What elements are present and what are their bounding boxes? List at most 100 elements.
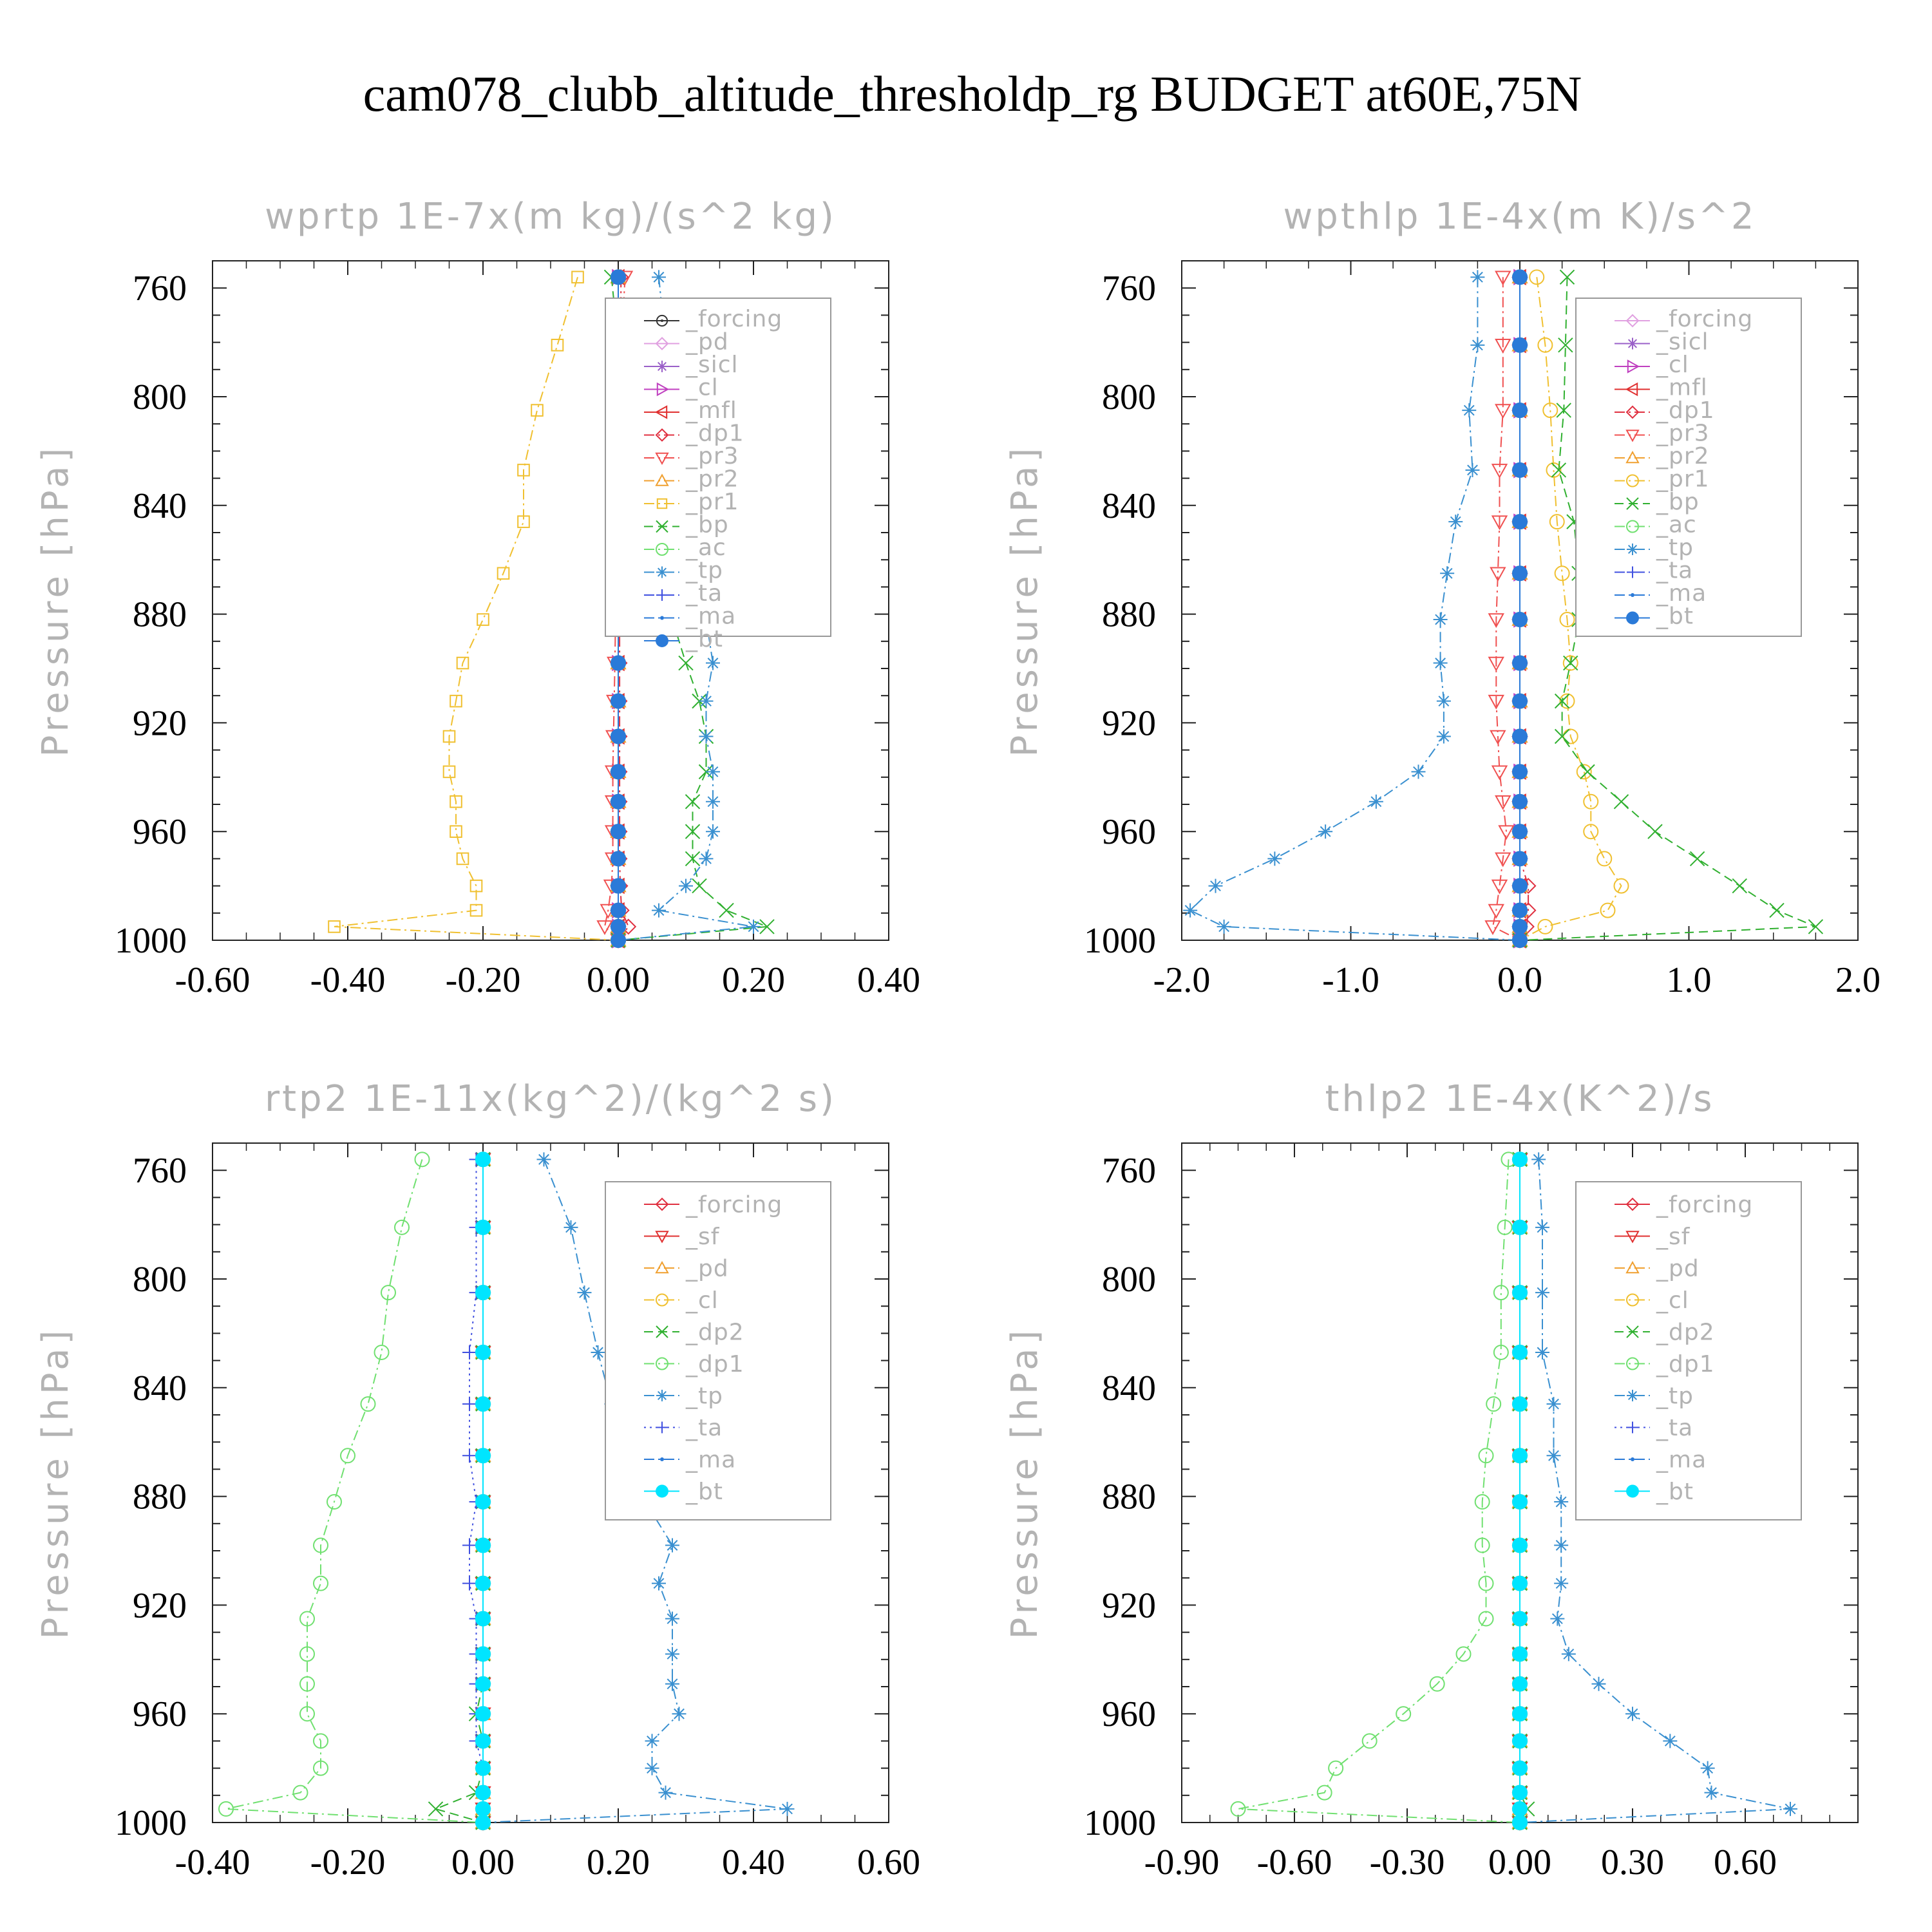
data-point [450,694,462,708]
data-point [610,824,627,840]
data-point [462,1345,477,1359]
data-point [477,613,489,626]
data-point [706,764,720,779]
data-point [610,918,627,934]
legend-marker [656,1421,668,1434]
y-tick-label: 880 [133,1477,187,1517]
legend-label: _tp [1656,1383,1694,1410]
data-point [1491,879,1508,895]
data-point [1511,851,1528,867]
data-point [450,795,462,808]
data-point [475,1706,491,1722]
data-point [1511,1785,1528,1801]
legend-label: _tp [685,1383,723,1410]
legend-marker [1631,593,1634,597]
data-point [1783,1801,1797,1816]
x-tick-label: 0.40 [722,1842,785,1882]
data-point [1316,1785,1332,1801]
data-point [645,1734,659,1748]
data-point [1478,1575,1494,1591]
data-point [1495,339,1511,354]
data-point [746,919,761,934]
data-point [1478,1611,1494,1627]
legend-label: _pr1 [685,489,739,515]
legend-marker [655,1260,669,1274]
legend-marker [656,1293,668,1307]
series-line [1519,277,1622,941]
data-point [1535,1220,1549,1235]
data-point [1462,403,1477,418]
data-point [442,765,456,779]
data-point [1429,1676,1445,1692]
data-point [442,730,456,743]
data-point [665,1611,679,1626]
legend-label: _sicl [1656,329,1709,355]
legend-marker [1625,382,1638,397]
data-point [475,1396,491,1412]
data-point [610,878,627,894]
data-point [381,1285,396,1301]
data-point [360,1396,376,1412]
data-point [1535,1345,1549,1359]
data-point [1559,612,1575,628]
data-point [1511,1801,1528,1817]
data-point [1559,269,1575,285]
data-point [497,567,510,580]
data-point [394,1219,410,1235]
data-point [678,655,694,671]
data-point [1495,795,1511,810]
data-point [1411,764,1426,779]
y-tick-label: 800 [1102,377,1156,417]
data-point [328,920,341,933]
data-point [327,1494,342,1510]
legend-label: _sf [685,1224,720,1250]
legend-marker [656,589,668,601]
y-tick-label: 920 [133,1586,187,1625]
y-tick-label: 1000 [1084,921,1156,961]
data-point [1554,693,1570,709]
data-point [1511,1396,1528,1412]
data-point [1491,515,1508,531]
y-tick-label: 960 [1102,1694,1156,1734]
x-tick-label: 0.40 [857,960,920,1000]
data-point [1511,1448,1528,1464]
data-point [1537,337,1553,353]
data-point [517,464,530,477]
legend-label: _bt [1656,1479,1694,1505]
legend-label: _ma [685,603,736,630]
data-point [374,1344,390,1360]
x-tick-label: -0.40 [310,960,386,1000]
data-point [299,1706,315,1722]
legend-marker [1625,405,1640,419]
legend-label: _ta [685,580,723,607]
data-point [1217,919,1231,934]
legend-marker [1627,544,1638,555]
data-point [475,1219,491,1235]
data-point [292,1785,308,1801]
x-tick-label: -0.40 [175,1842,251,1882]
data-point [1529,269,1545,285]
data-point [665,1647,679,1662]
data-point [1704,1785,1719,1800]
panel-title: rtp2 1E-11x(kg^2)/(kg^2 s) [265,1078,837,1120]
legend-marker [655,1231,669,1244]
data-point [699,694,714,708]
data-point [475,1344,491,1360]
legend-box [605,298,831,637]
data-point [313,1733,328,1749]
x-tick-label: -0.20 [446,960,521,1000]
y-tick-label: 960 [133,1694,187,1734]
data-point [1455,1646,1472,1662]
data-point [1474,1494,1490,1510]
x-tick-label: 0.20 [587,1842,650,1882]
legend-label: _mfl [1656,375,1708,401]
legend-marker [1625,1260,1640,1274]
data-point [1550,1611,1565,1626]
data-point [1576,764,1592,780]
data-point [1511,1151,1528,1168]
data-point [536,1152,551,1167]
data-point [450,825,462,838]
data-point [1542,402,1558,419]
legend-label: _ta [1656,1415,1693,1441]
legend-label: _bt [1656,603,1694,630]
